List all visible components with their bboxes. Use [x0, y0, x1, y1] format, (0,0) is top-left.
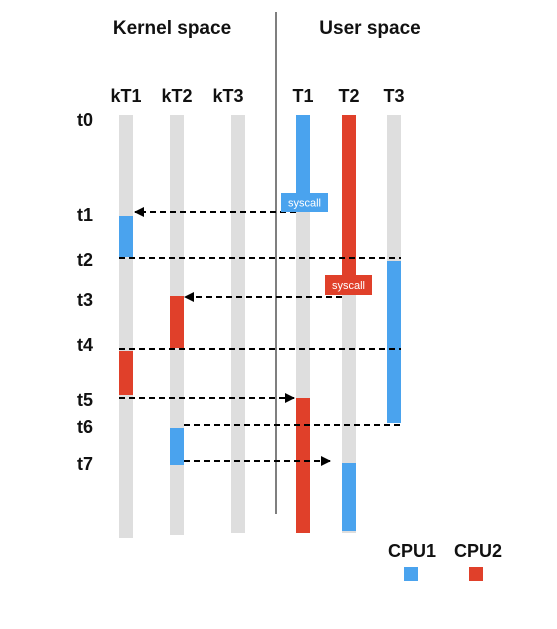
exec-segment-t2-cpu2	[342, 115, 356, 292]
lane-kt1	[119, 115, 133, 538]
time-label-t1: t1	[77, 205, 93, 225]
exec-segment-kt1-cpu1	[119, 216, 133, 257]
legend-label-cpu2: CPU2	[454, 541, 502, 561]
exec-segment-kt2-cpu2	[170, 296, 184, 348]
exec-segment-t1-cpu2	[296, 398, 310, 533]
time-label-t0: t0	[77, 110, 93, 130]
thread-header-t1: T1	[292, 86, 313, 106]
legend: CPU1 CPU2	[388, 541, 502, 581]
syscall-label-t1: syscall	[281, 193, 328, 212]
user-space-header: User space	[319, 18, 420, 39]
time-label-t7: t7	[77, 454, 93, 474]
exec-segment-t1-cpu1	[296, 115, 310, 208]
exec-segment-t3-cpu1	[387, 261, 401, 423]
syscall-label-t1-text: syscall	[288, 198, 321, 210]
legend-swatch-cpu2	[469, 567, 483, 581]
time-label-t4: t4	[77, 335, 93, 355]
legend-label-cpu1: CPU1	[388, 541, 436, 561]
thread-header-kt1: kT1	[110, 86, 141, 106]
syscall-label-t1-box	[281, 193, 328, 212]
syscall-label-t2-text: syscall	[332, 280, 365, 292]
legend-swatch-cpu1	[404, 567, 418, 581]
exec-segment-t2-cpu1	[342, 463, 356, 531]
time-label-t6: t6	[77, 417, 93, 437]
exec-segment-kt1-cpu2	[119, 351, 133, 395]
thread-header-kt3: kT3	[212, 86, 243, 106]
exec-segment-kt2-cpu1	[170, 428, 184, 465]
time-label-t5: t5	[77, 390, 93, 410]
kernel-space-header: Kernel space	[113, 18, 231, 39]
time-label-t3: t3	[77, 290, 93, 310]
thread-header-t3: T3	[383, 86, 404, 106]
syscall-label-t2: syscall	[325, 275, 372, 295]
thread-header-kt2: kT2	[161, 86, 192, 106]
syscall-label-t2-box	[325, 275, 372, 295]
time-label-t2: t2	[77, 250, 93, 270]
thread-header-t2: T2	[338, 86, 359, 106]
lane-kt3	[231, 115, 245, 533]
